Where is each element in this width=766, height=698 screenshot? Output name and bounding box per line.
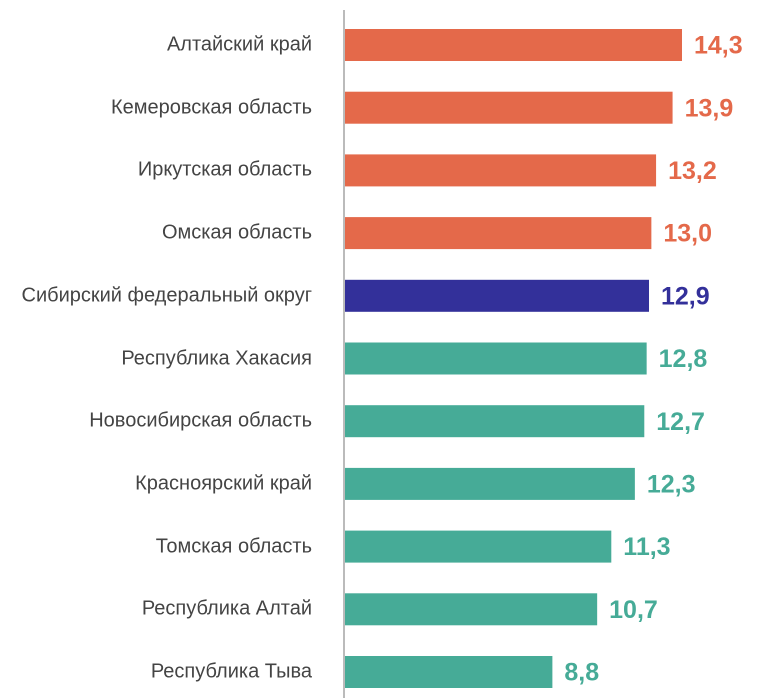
value-label: 13,9 <box>685 94 734 122</box>
category-label: Новосибирская область <box>89 409 312 432</box>
category-label: Сибирский федеральный округ <box>21 284 313 307</box>
category-label: Республика Алтай <box>141 597 312 620</box>
bar <box>345 405 645 438</box>
value-label: 10,7 <box>609 596 658 624</box>
value-label: 13,2 <box>668 157 717 185</box>
value-label: 13,0 <box>663 220 712 248</box>
category-label: Омская область <box>161 221 312 244</box>
category-label: Республика Тыва <box>150 660 312 683</box>
bar <box>345 217 652 250</box>
value-label: 12,3 <box>647 471 696 499</box>
value-label: 11,3 <box>623 533 670 561</box>
category-label: Красноярский край <box>135 472 312 495</box>
bar <box>345 91 673 124</box>
value-label: 12,7 <box>656 408 705 436</box>
category-label: Томская область <box>155 535 312 558</box>
bar <box>345 342 647 375</box>
value-label: 8,8 <box>564 659 599 687</box>
bar <box>345 279 650 312</box>
bar <box>345 593 598 626</box>
category-label: Кемеровская область <box>110 96 312 119</box>
value-label: 12,8 <box>659 345 708 373</box>
value-label: 14,3 <box>694 32 743 60</box>
value-label: 12,9 <box>661 282 710 310</box>
bar <box>345 530 612 563</box>
bar <box>345 154 657 187</box>
bar <box>345 656 553 688</box>
bar <box>345 467 635 500</box>
bar <box>345 29 682 61</box>
category-label: Алтайский край <box>166 33 312 56</box>
category-label: Иркутская область <box>137 158 312 181</box>
category-label: Республика Хакасия <box>121 347 312 369</box>
